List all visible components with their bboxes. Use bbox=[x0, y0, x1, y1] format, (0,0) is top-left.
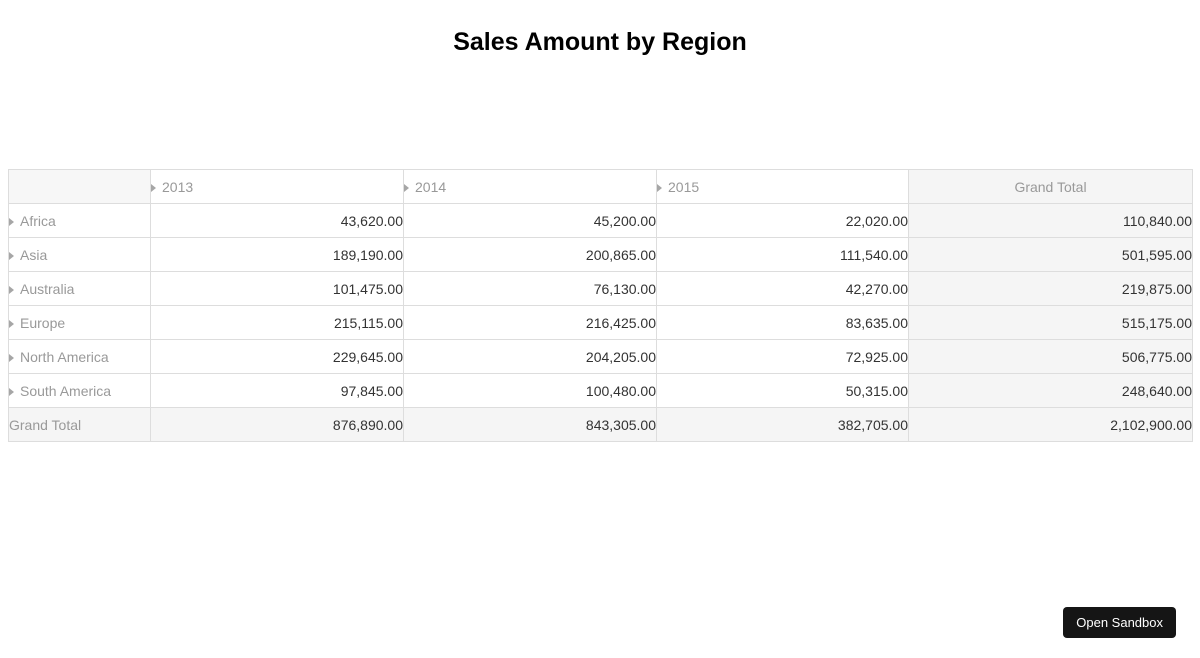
table-row-south-america: South America 97,845.00 100,480.00 50,31… bbox=[8, 373, 1193, 408]
data-cell: 100,480.00 bbox=[403, 373, 657, 408]
row-header-label: Australia bbox=[20, 280, 75, 297]
data-cell: 22,020.00 bbox=[656, 203, 909, 238]
expand-icon[interactable] bbox=[9, 353, 14, 362]
row-header-asia[interactable]: Asia bbox=[8, 237, 151, 272]
table-row-north-america: North America 229,645.00 204,205.00 72,9… bbox=[8, 339, 1193, 374]
expand-icon[interactable] bbox=[657, 183, 662, 192]
row-header-europe[interactable]: Europe bbox=[8, 305, 151, 340]
row-header-label: North America bbox=[20, 348, 109, 365]
expand-icon[interactable] bbox=[9, 217, 14, 226]
data-cell: 204,205.00 bbox=[403, 339, 657, 374]
column-header-label: 2013 bbox=[162, 178, 194, 195]
grand-total-overall-cell: 2,102,900.00 bbox=[908, 407, 1193, 442]
expand-icon[interactable] bbox=[9, 319, 14, 328]
row-total-cell: 219,875.00 bbox=[908, 271, 1193, 306]
open-sandbox-button[interactable]: Open Sandbox bbox=[1063, 607, 1176, 638]
row-header-africa[interactable]: Africa bbox=[8, 203, 151, 238]
grand-total-header-label: Grand Total bbox=[1014, 178, 1087, 195]
row-total-cell: 501,595.00 bbox=[908, 237, 1193, 272]
data-cell: 72,925.00 bbox=[656, 339, 909, 374]
grand-total-cell: 876,890.00 bbox=[150, 407, 404, 442]
column-header-2014[interactable]: 2014 bbox=[403, 169, 657, 204]
data-cell: 215,115.00 bbox=[150, 305, 404, 340]
row-header-label: Asia bbox=[20, 246, 48, 263]
row-header-south-america[interactable]: South America bbox=[8, 373, 151, 408]
pivot-corner-cell bbox=[8, 169, 151, 204]
data-cell: 83,635.00 bbox=[656, 305, 909, 340]
row-total-cell: 515,175.00 bbox=[908, 305, 1193, 340]
data-cell: 43,620.00 bbox=[150, 203, 404, 238]
column-header-2013[interactable]: 2013 bbox=[150, 169, 404, 204]
row-total-cell: 110,840.00 bbox=[908, 203, 1193, 238]
data-cell: 50,315.00 bbox=[656, 373, 909, 408]
data-cell: 45,200.00 bbox=[403, 203, 657, 238]
data-cell: 216,425.00 bbox=[403, 305, 657, 340]
grand-total-cell: 843,305.00 bbox=[403, 407, 657, 442]
pivot-table: 2013 2014 2015 Grand Total Africa 43,620… bbox=[8, 169, 1193, 442]
data-cell: 42,270.00 bbox=[656, 271, 909, 306]
column-header-grand-total: Grand Total bbox=[908, 169, 1193, 204]
column-header-label: 2015 bbox=[668, 178, 700, 195]
data-cell: 76,130.00 bbox=[403, 271, 657, 306]
expand-icon[interactable] bbox=[9, 251, 14, 260]
grand-total-cell: 382,705.00 bbox=[656, 407, 909, 442]
data-cell: 97,845.00 bbox=[150, 373, 404, 408]
pivot-grid: 2013 2014 2015 Grand Total Africa 43,620… bbox=[8, 169, 1193, 442]
data-cell: 200,865.00 bbox=[403, 237, 657, 272]
data-cell: 229,645.00 bbox=[150, 339, 404, 374]
expand-icon[interactable] bbox=[151, 183, 156, 192]
row-total-cell: 248,640.00 bbox=[908, 373, 1193, 408]
row-header-label: Africa bbox=[20, 212, 56, 229]
expand-icon[interactable] bbox=[404, 183, 409, 192]
page-title: Sales Amount by Region bbox=[453, 28, 747, 56]
expand-icon[interactable] bbox=[9, 387, 14, 396]
data-cell: 101,475.00 bbox=[150, 271, 404, 306]
data-cell: 111,540.00 bbox=[656, 237, 909, 272]
row-header-australia[interactable]: Australia bbox=[8, 271, 151, 306]
table-row-australia: Australia 101,475.00 76,130.00 42,270.00… bbox=[8, 271, 1193, 306]
data-cell: 189,190.00 bbox=[150, 237, 404, 272]
row-total-cell: 506,775.00 bbox=[908, 339, 1193, 374]
table-row-europe: Europe 215,115.00 216,425.00 83,635.00 5… bbox=[8, 305, 1193, 340]
column-header-label: 2014 bbox=[415, 178, 447, 195]
row-header-north-america[interactable]: North America bbox=[8, 339, 151, 374]
column-header-2015[interactable]: 2015 bbox=[656, 169, 909, 204]
table-row-asia: Asia 189,190.00 200,865.00 111,540.00 50… bbox=[8, 237, 1193, 272]
row-header-label: South America bbox=[20, 382, 112, 399]
row-header-label: Europe bbox=[20, 314, 66, 331]
table-row-africa: Africa 43,620.00 45,200.00 22,020.00 110… bbox=[8, 203, 1193, 238]
column-header-row: 2013 2014 2015 Grand Total bbox=[8, 169, 1193, 204]
expand-icon[interactable] bbox=[9, 285, 14, 294]
grand-total-row: Grand Total 876,890.00 843,305.00 382,70… bbox=[8, 407, 1193, 442]
grand-total-row-label: Grand Total bbox=[8, 407, 151, 442]
